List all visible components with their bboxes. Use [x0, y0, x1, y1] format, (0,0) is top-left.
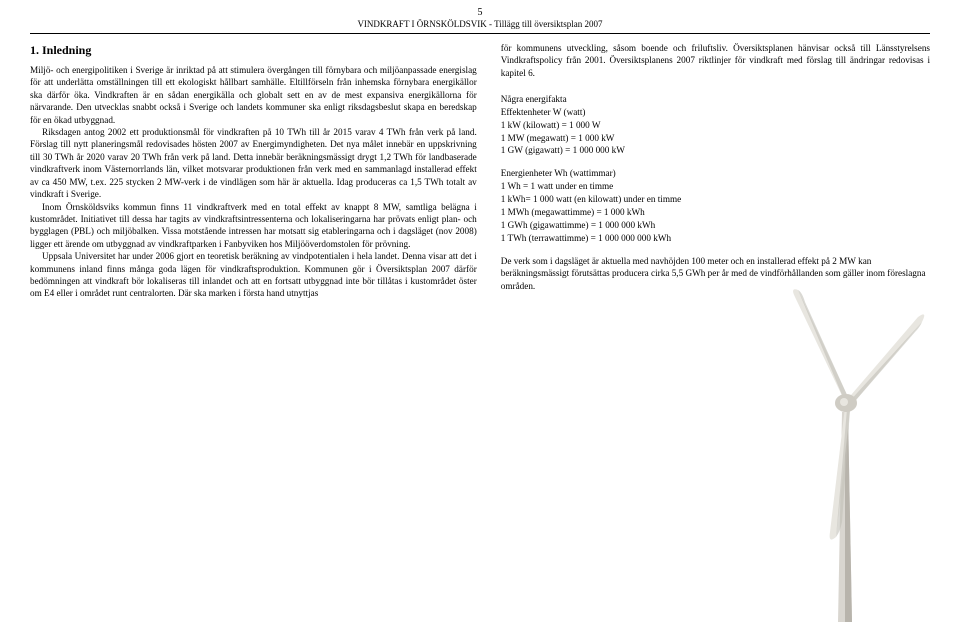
page-header: 5 VINDKRAFT I ÖRNSKÖLDSVIK - Tillägg til… [0, 0, 960, 31]
energy-factbox: Några energifakta Effektenheter W (watt)… [501, 93, 930, 293]
paragraph: Riksdagen antog 2002 ett produktionsmål … [30, 126, 477, 201]
paragraph: Miljö- och energipolitiken i Sverige är … [30, 64, 477, 126]
factbox-line: 1 MW (megawatt) = 1 000 kW [501, 132, 930, 145]
factbox-line: 1 MWh (megawattimme) = 1 000 kWh [501, 206, 930, 219]
header-divider [30, 33, 930, 34]
factbox-line: 1 GWh (gigawattimme) = 1 000 000 kWh [501, 219, 930, 232]
page-number: 5 [0, 6, 960, 19]
factbox-line: Några energifakta [501, 93, 930, 106]
header-title: VINDKRAFT I ÖRNSKÖLDSVIK - Tillägg till … [0, 19, 960, 31]
factbox-line: 1 Wh = 1 watt under en timme [501, 180, 930, 193]
paragraph: Inom Örnsköldsviks kommun finns 11 vindk… [30, 201, 477, 251]
factbox-line: 1 GW (gigawatt) = 1 000 000 kW [501, 144, 930, 157]
factbox-line: De verk som i dagsläget är aktuella med … [501, 255, 930, 294]
content-columns: 1. Inledning Miljö- och energipolitiken … [0, 42, 960, 300]
factbox-line: 1 TWh (terrawattimme) = 1 000 000 000 kW… [501, 232, 930, 245]
paragraph: för kommunens utveckling, såsom boende o… [501, 42, 930, 79]
paragraph: Uppsala Universitet har under 2006 gjort… [30, 250, 477, 300]
section-heading: 1. Inledning [30, 42, 477, 58]
factbox-line: Effektenheter W (watt) [501, 106, 930, 119]
wind-turbine-illustration [750, 272, 940, 622]
factbox-line: Energienheter Wh (wattimmar) [501, 167, 930, 180]
column-left: 1. Inledning Miljö- och energipolitiken … [30, 42, 477, 300]
factbox-line: 1 kWh= 1 000 watt (en kilowatt) under en… [501, 193, 930, 206]
factbox-line: 1 kW (kilowatt) = 1 000 W [501, 119, 930, 132]
column-right: för kommunens utveckling, såsom boende o… [501, 42, 930, 300]
